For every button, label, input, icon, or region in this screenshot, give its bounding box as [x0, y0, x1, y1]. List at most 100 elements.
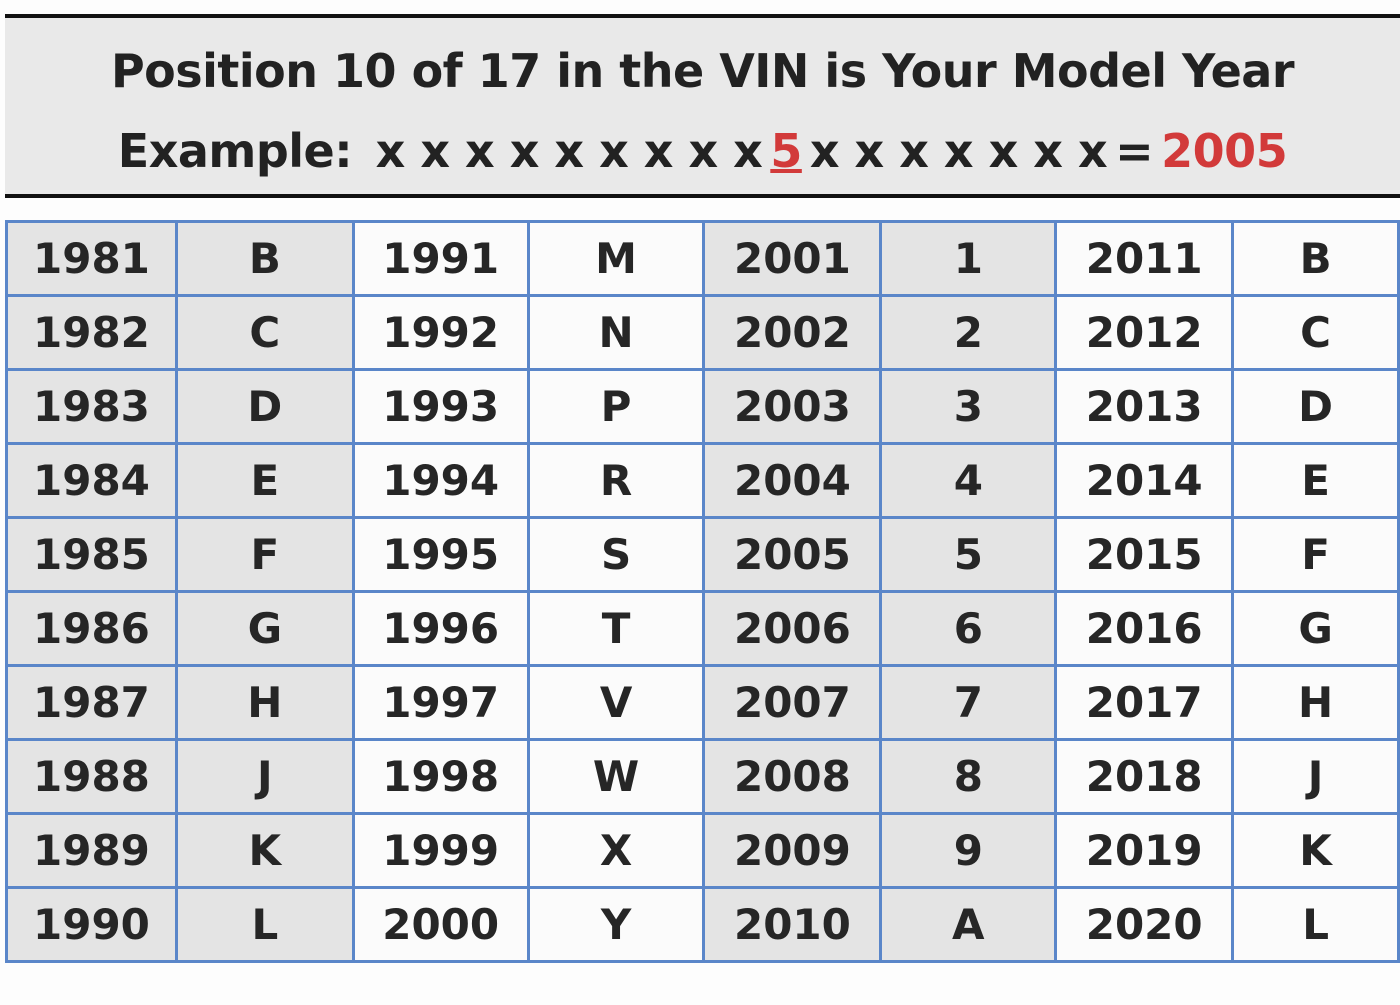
- year-cell: 2001: [702, 220, 883, 297]
- year-cell: 2011: [1054, 220, 1235, 297]
- code-cell: 6: [879, 590, 1058, 667]
- code-cell: E: [1231, 442, 1400, 519]
- year-cell: 1982: [5, 294, 178, 371]
- table-row: 1984 E 1994 R 2004 4 2014 E: [5, 442, 1400, 519]
- year-cell: 1991: [351, 220, 530, 297]
- table-row: 1987 H 1997 V 2007 7 2017 H: [5, 664, 1400, 741]
- year-cell: 2017: [1054, 664, 1235, 741]
- equals: =: [1115, 124, 1154, 178]
- code-cell: W: [526, 738, 706, 815]
- year-cell: 1989: [5, 812, 178, 889]
- code-cell: M: [526, 220, 706, 297]
- code-cell: 2: [879, 294, 1058, 371]
- code-cell: B: [174, 220, 355, 297]
- code-cell: 9: [879, 812, 1058, 889]
- year-cell: 1984: [5, 442, 178, 519]
- code-cell: J: [1231, 738, 1400, 815]
- code-cell: D: [174, 368, 355, 445]
- code-cell: R: [526, 442, 706, 519]
- code-cell: 5: [879, 516, 1058, 593]
- year-cell: 1997: [351, 664, 530, 741]
- year-cell: 2000: [351, 886, 530, 963]
- year-cell: 2009: [702, 812, 883, 889]
- example-label: Example:: [117, 124, 353, 178]
- code-cell: X: [526, 812, 706, 889]
- table-row: 1990 L 2000 Y 2010 A 2020 L: [5, 886, 1400, 963]
- code-cell: K: [1231, 812, 1400, 889]
- code-cell: P: [526, 368, 706, 445]
- code-cell: G: [1231, 590, 1400, 667]
- year-cell: 2020: [1054, 886, 1235, 963]
- year-cell: 2007: [702, 664, 883, 741]
- example-year: 2005: [1161, 124, 1288, 178]
- table-row: 1983 D 1993 P 2003 3 2013 D: [5, 368, 1400, 445]
- code-cell: L: [1231, 886, 1400, 963]
- year-cell: 2008: [702, 738, 883, 815]
- year-cell: 2014: [1054, 442, 1235, 519]
- code-cell: C: [1231, 294, 1400, 371]
- code-cell: H: [174, 664, 355, 741]
- year-cell: 1995: [351, 516, 530, 593]
- year-cell: 1985: [5, 516, 178, 593]
- table-row: 1989 K 1999 X 2009 9 2019 K: [5, 812, 1400, 889]
- code-cell: 7: [879, 664, 1058, 741]
- year-cell: 1996: [351, 590, 530, 667]
- table-row: 1981 B 1991 M 2001 1 2011 B: [5, 220, 1400, 297]
- table-row: 1985 F 1995 S 2005 5 2015 F: [5, 516, 1400, 593]
- table-row: 1982 C 1992 N 2002 2 2012 C: [5, 294, 1400, 371]
- year-cell: 2005: [702, 516, 883, 593]
- code-cell: S: [526, 516, 706, 593]
- code-cell: L: [174, 886, 355, 963]
- year-cell: 1990: [5, 886, 178, 963]
- year-cell: 2019: [1054, 812, 1235, 889]
- year-cell: 1994: [351, 442, 530, 519]
- year-cell: 1988: [5, 738, 178, 815]
- table-row: 1988 J 1998 W 2008 8 2018 J: [5, 738, 1400, 815]
- table-row: 1986 G 1996 T 2006 6 2016 G: [5, 590, 1400, 667]
- code-cell: E: [174, 442, 355, 519]
- code-cell: N: [526, 294, 706, 371]
- code-cell: 1: [879, 220, 1058, 297]
- year-cell: 2004: [702, 442, 883, 519]
- code-cell: B: [1231, 220, 1400, 297]
- year-cell: 2013: [1054, 368, 1235, 445]
- year-cell: 1983: [5, 368, 178, 445]
- code-cell: 4: [879, 442, 1058, 519]
- year-cell: 2018: [1054, 738, 1235, 815]
- year-cell: 1993: [351, 368, 530, 445]
- code-cell: F: [1231, 516, 1400, 593]
- year-cell: 1986: [5, 590, 178, 667]
- title: Position 10 of 17 in the VIN is Your Mod…: [110, 44, 1295, 98]
- code-cell: G: [174, 590, 355, 667]
- header: Position 10 of 17 in the VIN is Your Mod…: [5, 14, 1400, 198]
- year-cell: 2015: [1054, 516, 1235, 593]
- year-cell: 2016: [1054, 590, 1235, 667]
- code-cell: Y: [526, 886, 706, 963]
- code-cell: 8: [879, 738, 1058, 815]
- year-cell: 1998: [351, 738, 530, 815]
- year-cell: 2002: [702, 294, 883, 371]
- year-cell: 2010: [702, 886, 883, 963]
- code-cell: F: [174, 516, 355, 593]
- code-cell: K: [174, 812, 355, 889]
- year-cell: 2012: [1054, 294, 1235, 371]
- vin-digit: 5: [770, 124, 802, 178]
- code-cell: A: [879, 886, 1058, 963]
- code-cell: J: [174, 738, 355, 815]
- vin-suffix: x x x x x x x: [809, 124, 1108, 178]
- code-cell: C: [174, 294, 355, 371]
- year-cell: 2003: [702, 368, 883, 445]
- year-cell: 1987: [5, 664, 178, 741]
- year-cell: 1992: [351, 294, 530, 371]
- code-cell: V: [526, 664, 706, 741]
- year-cell: 1999: [351, 812, 530, 889]
- code-cell: H: [1231, 664, 1400, 741]
- code-cell: D: [1231, 368, 1400, 445]
- year-cell: 1981: [5, 220, 178, 297]
- code-cell: T: [526, 590, 706, 667]
- year-cell: 2006: [702, 590, 883, 667]
- code-cell: 3: [879, 368, 1058, 445]
- vin-year-table: 1981 B 1991 M 2001 1 2011 B 1982 C 1992 N 2002 2 2012 C…: [5, 220, 1400, 963]
